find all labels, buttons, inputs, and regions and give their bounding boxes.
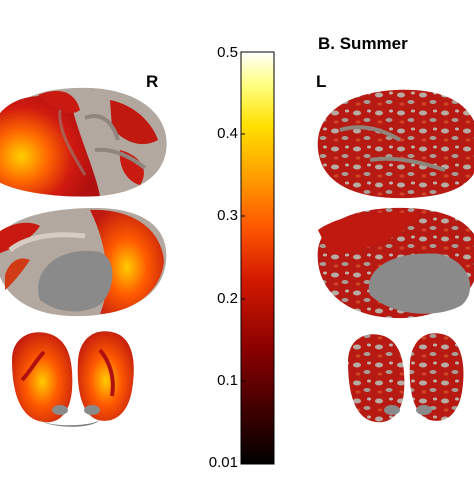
colorbar-ticks [241,51,245,464]
right-hemisphere-label: R [146,72,159,91]
colorbar-tick-label: 0.1 [217,372,238,389]
right-lateral-surface [0,87,167,197]
left-medial-surface [317,207,474,319]
colorbar-tick-label: 0.3 [217,207,238,224]
left-ventral-surface [348,333,464,423]
right-medial-surface [0,208,167,317]
colorbar-tick-label: 0.5 [217,44,238,61]
right-ventral-surface [12,331,134,427]
left-lateral-surface [317,89,474,199]
colorbar [240,51,275,465]
left-hemisphere-label: L [316,72,327,91]
colorbar-tick-label: 0.01 [208,454,238,471]
colorbar-tick-label: 0.2 [217,290,238,307]
panel-title: B. Summer [318,34,408,53]
colorbar-tick-label: 0.4 [217,125,238,142]
